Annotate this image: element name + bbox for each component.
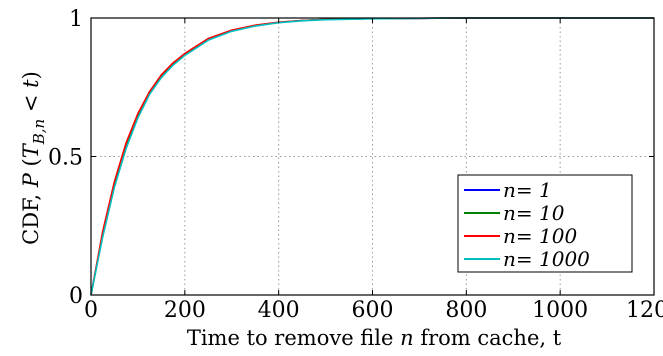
y-tick-label: 0 <box>69 284 83 309</box>
x-tick-label: 800 <box>445 298 487 323</box>
legend-label: n= 1 <box>503 178 552 202</box>
x-tick-label: 0 <box>84 298 98 323</box>
y-tick-label: 1 <box>69 7 83 32</box>
legend-label: n= 100 <box>503 224 577 248</box>
x-tick-label: 400 <box>258 298 300 323</box>
y-axis-label: CDF, P (TB,n < t) <box>19 71 48 245</box>
legend-label: n= 10 <box>503 201 565 225</box>
x-tick-label: 1000 <box>532 298 588 323</box>
x-tick-label: 600 <box>352 298 394 323</box>
x-tick-label: 200 <box>164 298 206 323</box>
y-tick-label: 0.5 <box>48 146 83 171</box>
x-axis-label: Time to remove file n from cache, t <box>187 326 562 350</box>
legend-label: n= 1000 <box>503 247 590 271</box>
legend-box <box>457 174 633 273</box>
